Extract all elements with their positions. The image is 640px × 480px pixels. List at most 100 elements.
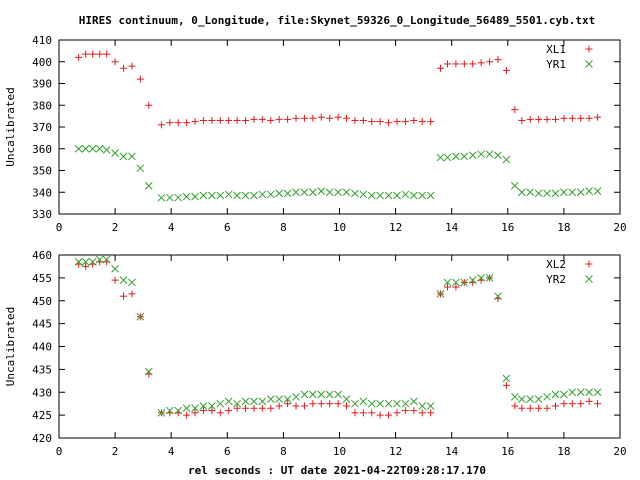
data-point xyxy=(266,395,275,403)
data-point-b xyxy=(144,367,153,376)
data-point-b xyxy=(593,187,602,196)
data-point xyxy=(594,113,602,121)
data-point-b xyxy=(241,191,250,200)
data-point xyxy=(568,388,577,397)
data-point-b xyxy=(534,189,543,198)
data-point-b xyxy=(443,278,452,287)
data-point xyxy=(385,119,393,127)
y-tick-label: 420 xyxy=(32,432,52,445)
data-point xyxy=(292,114,300,122)
x-tick-label: 18 xyxy=(557,221,570,234)
data-point-b xyxy=(283,189,292,198)
data-point-b xyxy=(342,188,351,197)
data-point xyxy=(241,191,250,200)
data-point-b xyxy=(560,188,568,197)
data-point xyxy=(568,400,576,408)
data-point-b xyxy=(376,191,385,200)
data-point xyxy=(409,397,418,406)
data-point xyxy=(518,116,526,124)
data-point xyxy=(359,409,367,417)
data-point xyxy=(258,190,267,199)
data-point-b xyxy=(568,388,577,397)
data-point xyxy=(368,409,376,417)
data-point xyxy=(233,191,241,200)
data-point xyxy=(502,66,510,74)
data-point-b xyxy=(128,152,136,161)
data-point-b xyxy=(576,388,585,397)
x-axis-label: rel seconds : UT date 2021-04-22T09:28:1… xyxy=(188,464,486,477)
data-point xyxy=(551,115,559,123)
data-point xyxy=(102,255,111,264)
data-point xyxy=(157,193,166,202)
data-point-b xyxy=(165,406,174,415)
data-point xyxy=(128,290,136,298)
x-tick-label: 10 xyxy=(333,445,346,458)
x-tick-label: 2 xyxy=(112,221,119,234)
data-point-b xyxy=(367,191,376,200)
data-point xyxy=(216,191,225,200)
data-point-b xyxy=(502,155,511,164)
data-point xyxy=(95,144,104,153)
data-point-b xyxy=(95,144,104,153)
data-point-b xyxy=(233,399,241,408)
data-point-b xyxy=(436,290,445,298)
data-point-b xyxy=(136,312,145,321)
data-point-b xyxy=(266,395,275,403)
y-tick-label: 445 xyxy=(32,318,52,331)
data-point xyxy=(233,404,241,412)
data-point xyxy=(543,189,551,198)
data-point xyxy=(250,115,258,123)
data-point xyxy=(136,75,144,83)
data-point-b xyxy=(401,190,410,199)
data-point-b xyxy=(174,406,183,415)
data-point xyxy=(427,409,435,417)
chart-title: HIRES continuum, 0_Longitude, file:Skyne… xyxy=(79,14,596,27)
y-tick-label: 455 xyxy=(32,272,52,285)
data-point xyxy=(82,262,90,270)
data-point xyxy=(367,399,376,408)
data-point-b xyxy=(568,188,577,197)
data-point-b xyxy=(300,390,309,399)
data-point-b xyxy=(485,274,494,282)
data-point xyxy=(418,118,426,126)
data-point xyxy=(477,274,486,282)
legend-marker xyxy=(585,60,593,68)
data-point xyxy=(275,115,283,123)
data-point xyxy=(343,114,351,122)
data-point-b xyxy=(266,190,275,199)
data-point-b xyxy=(208,402,216,410)
y-tick-label: 440 xyxy=(32,341,52,354)
data-point xyxy=(275,395,284,403)
data-point-b xyxy=(418,191,427,200)
data-point-b xyxy=(258,397,267,406)
data-point xyxy=(326,400,334,408)
data-point-b xyxy=(95,255,104,264)
data-point-b xyxy=(517,188,526,197)
data-point xyxy=(165,193,174,202)
data-point xyxy=(267,404,275,412)
data-point-b xyxy=(182,404,191,413)
data-point xyxy=(157,408,166,417)
data-point xyxy=(266,190,275,199)
x-tick-label: 0 xyxy=(56,221,63,234)
data-point xyxy=(292,188,300,197)
data-point-b xyxy=(157,193,166,202)
data-point-b xyxy=(452,152,460,161)
data-point xyxy=(174,119,182,127)
data-point xyxy=(593,187,602,196)
data-point-b xyxy=(308,188,317,197)
data-point xyxy=(485,274,494,282)
data-point xyxy=(594,400,602,408)
data-point-b xyxy=(283,395,292,403)
data-point xyxy=(367,191,376,200)
data-point xyxy=(576,388,585,397)
data-point xyxy=(551,390,560,399)
data-point xyxy=(74,258,83,266)
data-point xyxy=(585,388,593,397)
data-point-b xyxy=(477,274,486,282)
data-point xyxy=(128,152,136,161)
data-point xyxy=(191,192,199,201)
data-point xyxy=(300,188,309,197)
x-tick-label: 12 xyxy=(389,221,402,234)
data-point-b xyxy=(191,192,199,201)
